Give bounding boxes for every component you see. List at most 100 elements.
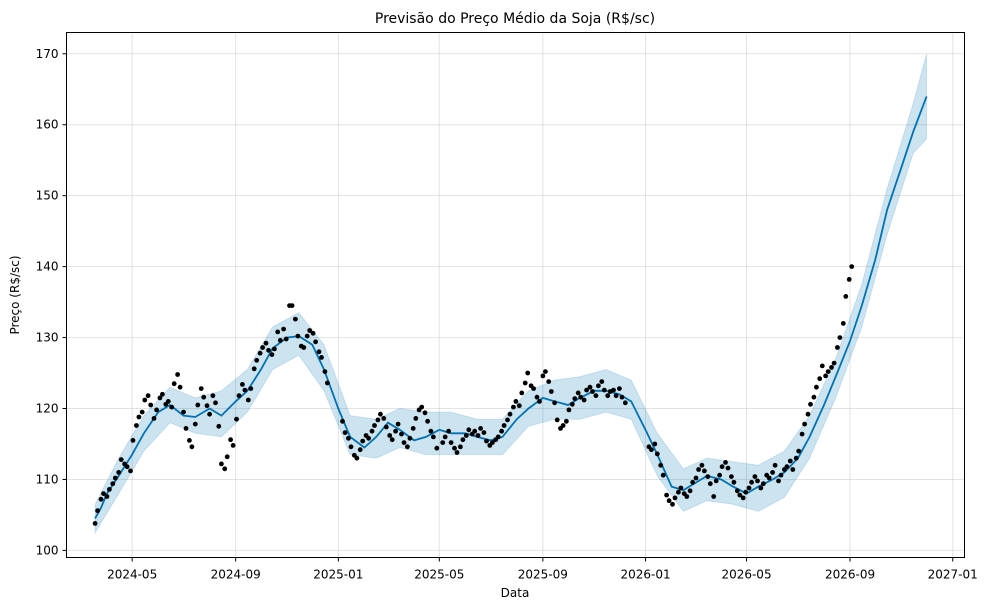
observed-point [458,444,463,450]
observed-point [195,402,201,408]
observed-point [849,264,855,269]
observed-point [175,372,181,377]
observed-point [434,445,440,451]
observed-point [263,340,269,346]
observed-point [405,444,410,450]
observed-point [713,478,719,484]
observed-point [448,440,454,445]
observed-point [811,394,817,400]
observed-point [346,435,351,441]
observed-point [419,404,425,410]
observed-point [466,427,472,433]
observed-point [687,488,693,494]
observed-point [107,487,112,492]
observed-point [187,438,192,443]
observed-point [829,365,834,370]
observed-point [413,416,419,421]
observed-point [165,399,171,404]
observed-point [428,428,434,434]
observed-point [112,475,118,481]
observed-point [407,435,413,441]
observed-point [605,393,611,399]
observed-point [425,418,430,424]
observed-point [758,485,764,491]
observed-point [552,400,557,406]
observed-point [322,369,328,374]
observed-point [151,416,157,421]
observed-point [92,521,98,526]
observed-point [725,465,731,471]
observed-point [257,350,263,356]
observed-point [693,475,699,481]
observed-point [787,458,793,464]
observed-point [342,430,348,435]
observed-point [245,397,251,403]
observed-point [101,491,106,496]
observed-point [95,508,100,514]
x-tick-label: 2026-09 [825,568,875,582]
observed-point [395,421,401,427]
observed-point [507,411,513,417]
observed-point [472,428,478,434]
observed-point [272,346,277,352]
observed-point [501,423,507,428]
observed-point [234,416,239,422]
observed-point [723,460,728,465]
observed-point [761,481,766,487]
observed-point [254,357,260,363]
observed-point [442,434,448,440]
y-tick-label: 110 [36,472,59,486]
observed-point [145,393,151,399]
observed-point [690,479,696,485]
observed-point [393,428,398,434]
observed-point [505,417,510,423]
observed-point [516,403,522,409]
observed-point [310,330,316,336]
observed-point [572,396,578,401]
observed-point [372,423,377,428]
observed-point [823,373,828,379]
observed-point [548,389,554,394]
observed-point [796,448,802,454]
observed-point [289,303,295,308]
observed-point [660,472,666,478]
observed-point [440,440,446,445]
observed-point [664,492,669,498]
observed-point [134,423,139,428]
observed-point [599,379,605,384]
observed-point [369,428,375,434]
observed-point [154,407,160,413]
y-tick-label: 100 [36,543,59,557]
observed-point [755,478,760,484]
observed-point [581,397,587,403]
observed-point [275,329,281,335]
observed-point [537,399,542,404]
observed-point [401,440,407,445]
observed-point [210,393,216,399]
observed-point [142,397,148,403]
observed-point [596,383,601,389]
observed-point [224,454,230,460]
observed-point [316,349,322,355]
observed-point [802,421,807,427]
observed-point [104,494,110,499]
observed-point [772,462,778,468]
gridlines [66,32,965,558]
observed-point [784,464,790,470]
observed-point [743,489,749,495]
observed-point [622,400,628,406]
observed-point [778,472,784,478]
observed-point [734,488,740,494]
observed-point [281,326,286,332]
observed-point [699,462,705,468]
observed-point [340,418,345,424]
observed-point [799,431,805,437]
observed-point [293,316,298,322]
observed-point [729,474,734,479]
observed-point [707,481,713,487]
observed-point [124,464,130,470]
x-tick-label: 2026-01 [620,568,670,582]
observed-point [307,328,313,333]
observed-point [375,417,381,423]
observed-point [490,440,495,445]
